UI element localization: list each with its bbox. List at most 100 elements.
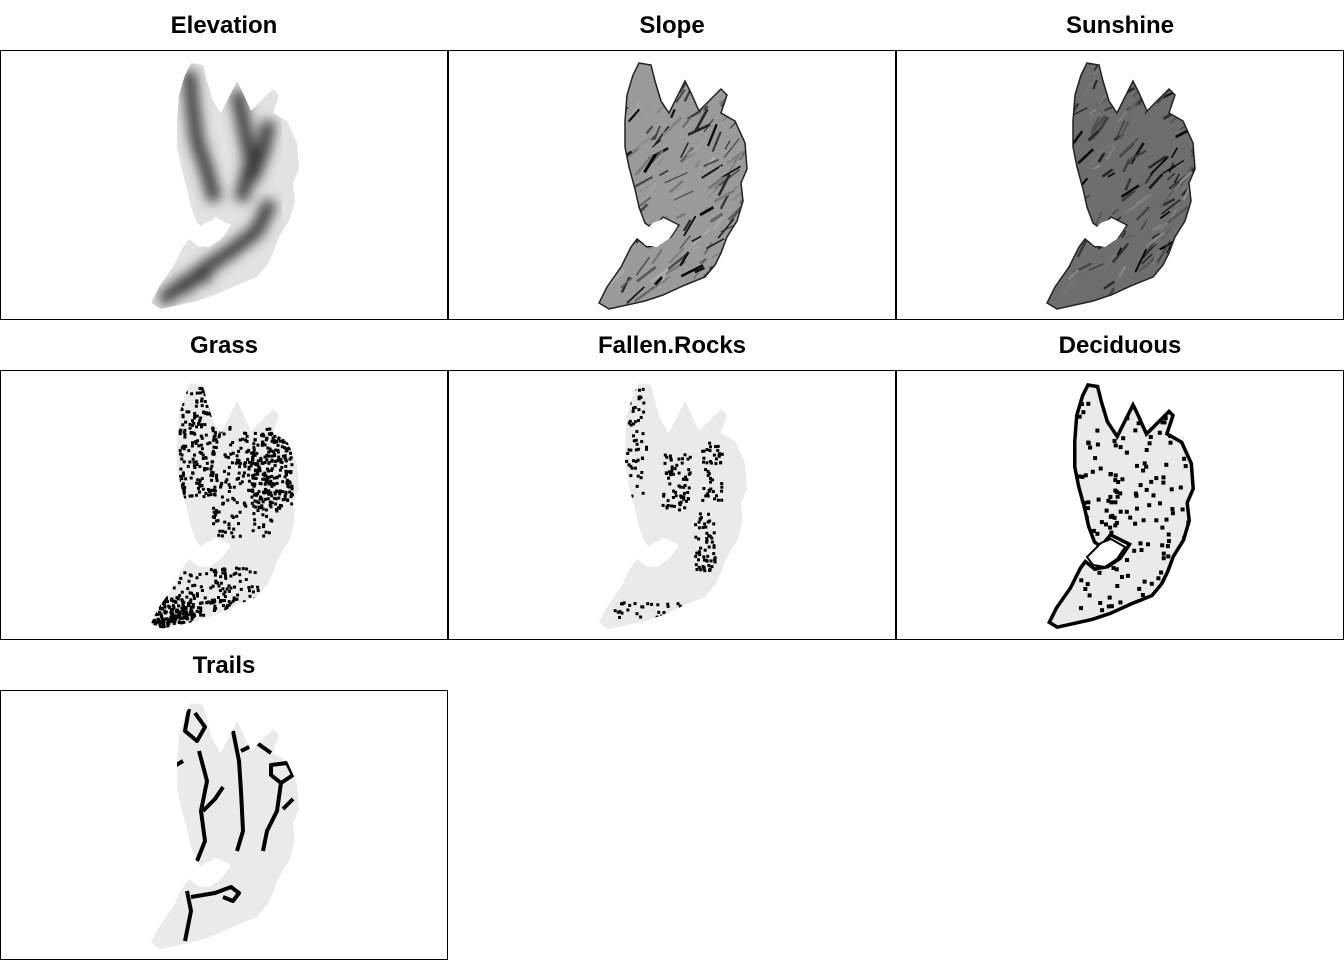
- forest-cell: [1139, 415, 1144, 420]
- observation-point: [191, 471, 195, 475]
- observation-point: [261, 507, 265, 511]
- forest-cell: [1158, 404, 1163, 409]
- observation-point: [263, 443, 267, 447]
- observation-point: [634, 466, 637, 470]
- observation-point: [176, 568, 180, 572]
- observation-point: [269, 501, 273, 505]
- observation-point: [180, 483, 184, 487]
- texture-stroke: [1145, 256, 1155, 269]
- observation-point: [276, 458, 280, 462]
- texture-stroke: [1082, 75, 1097, 96]
- observation-point: [193, 432, 197, 436]
- texture-stroke: [1151, 223, 1163, 232]
- texture-stroke: [1092, 79, 1098, 90]
- observation-point: [178, 616, 182, 620]
- observation-point: [182, 430, 186, 434]
- texture-stroke: [721, 254, 743, 266]
- observation-point: [212, 488, 216, 492]
- forest-cell: [1148, 435, 1153, 439]
- texture-stroke: [1150, 155, 1169, 175]
- texture-stroke: [1188, 260, 1195, 274]
- observation-point: [669, 458, 673, 462]
- observation-point: [235, 458, 239, 462]
- observation-point: [677, 484, 681, 488]
- texture-stroke: [660, 77, 673, 85]
- observation-point: [671, 496, 675, 499]
- texture-stroke: [620, 276, 633, 289]
- texture-stroke: [1127, 156, 1135, 165]
- map-frame: [448, 50, 896, 320]
- observation-point: [288, 431, 292, 435]
- texture-stroke: [1068, 213, 1079, 222]
- observation-point: [622, 601, 626, 605]
- texture-stroke: [734, 104, 744, 123]
- observation-point: [254, 505, 258, 509]
- texture-stroke: [732, 93, 746, 108]
- texture-stroke: [706, 123, 718, 147]
- observation-point: [183, 428, 187, 432]
- observation-point: [160, 596, 164, 600]
- observation-point: [198, 484, 202, 488]
- forest-cell: [1106, 604, 1111, 609]
- observation-point: [287, 485, 291, 489]
- observation-point: [671, 472, 675, 476]
- observation-point: [166, 600, 169, 604]
- observation-point: [159, 607, 162, 611]
- observation-point: [186, 624, 189, 628]
- observation-point: [214, 570, 218, 574]
- observation-point: [205, 572, 209, 576]
- observation-point: [238, 482, 242, 486]
- forest-cell: [1134, 493, 1139, 498]
- observation-point: [665, 472, 669, 475]
- observation-point: [262, 523, 266, 527]
- forest-cell: [1144, 448, 1149, 452]
- observation-point: [193, 412, 197, 416]
- texture-stroke: [651, 248, 663, 265]
- observation-point: [265, 514, 268, 518]
- observation-point: [270, 474, 274, 478]
- elevation-ridges: [156, 70, 278, 307]
- observation-point: [253, 597, 257, 601]
- texture-stroke: [607, 116, 621, 130]
- ridge: [182, 70, 222, 203]
- observation-point: [199, 606, 203, 610]
- lake: [639, 219, 677, 247]
- observation-point: [672, 611, 676, 615]
- observation-point: [701, 449, 705, 453]
- observation-point: [180, 457, 184, 461]
- forest-cell: [1147, 427, 1152, 432]
- observation-point: [175, 596, 179, 600]
- observation-point: [242, 471, 246, 475]
- observation-point: [199, 609, 203, 613]
- observation-point: [241, 474, 245, 478]
- observation-point: [676, 602, 680, 606]
- observation-point: [198, 391, 202, 395]
- observation-point: [270, 467, 274, 471]
- observation-point: [289, 451, 292, 455]
- observation-point: [254, 469, 258, 473]
- observation-point: [195, 391, 199, 395]
- texture-stroke: [718, 258, 726, 267]
- observation-point: [203, 423, 207, 427]
- observation-point: [198, 478, 202, 482]
- observation-point: [702, 449, 706, 453]
- observation-point: [257, 613, 261, 617]
- observation-point: [190, 615, 194, 619]
- observation-point: [183, 495, 187, 499]
- observation-point: [269, 491, 273, 495]
- observation-point: [681, 477, 685, 481]
- texture-stroke: [1119, 143, 1135, 158]
- observation-point: [169, 611, 173, 614]
- forest-cell: [1116, 480, 1121, 484]
- observation-point: [251, 476, 255, 480]
- observation-point: [194, 460, 198, 464]
- forest-cell: [1083, 587, 1088, 591]
- observation-point: [260, 443, 264, 447]
- observation-point: [227, 483, 231, 487]
- observation-point: [239, 446, 243, 450]
- forest-cell: [1167, 565, 1172, 570]
- observation-point: [195, 414, 199, 418]
- observation-point: [712, 544, 716, 548]
- observation-point: [280, 504, 283, 508]
- observation-point: [162, 624, 166, 628]
